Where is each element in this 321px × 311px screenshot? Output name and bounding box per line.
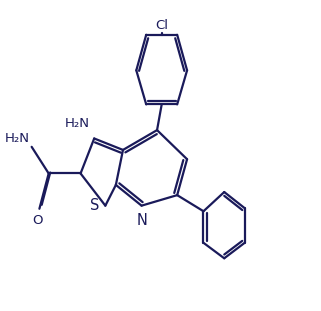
Text: N: N [136,213,147,228]
Text: H₂N: H₂N [5,132,30,145]
Text: H₂N: H₂N [65,117,90,130]
Text: O: O [33,214,43,227]
Text: Cl: Cl [155,19,168,32]
Text: S: S [90,198,99,213]
